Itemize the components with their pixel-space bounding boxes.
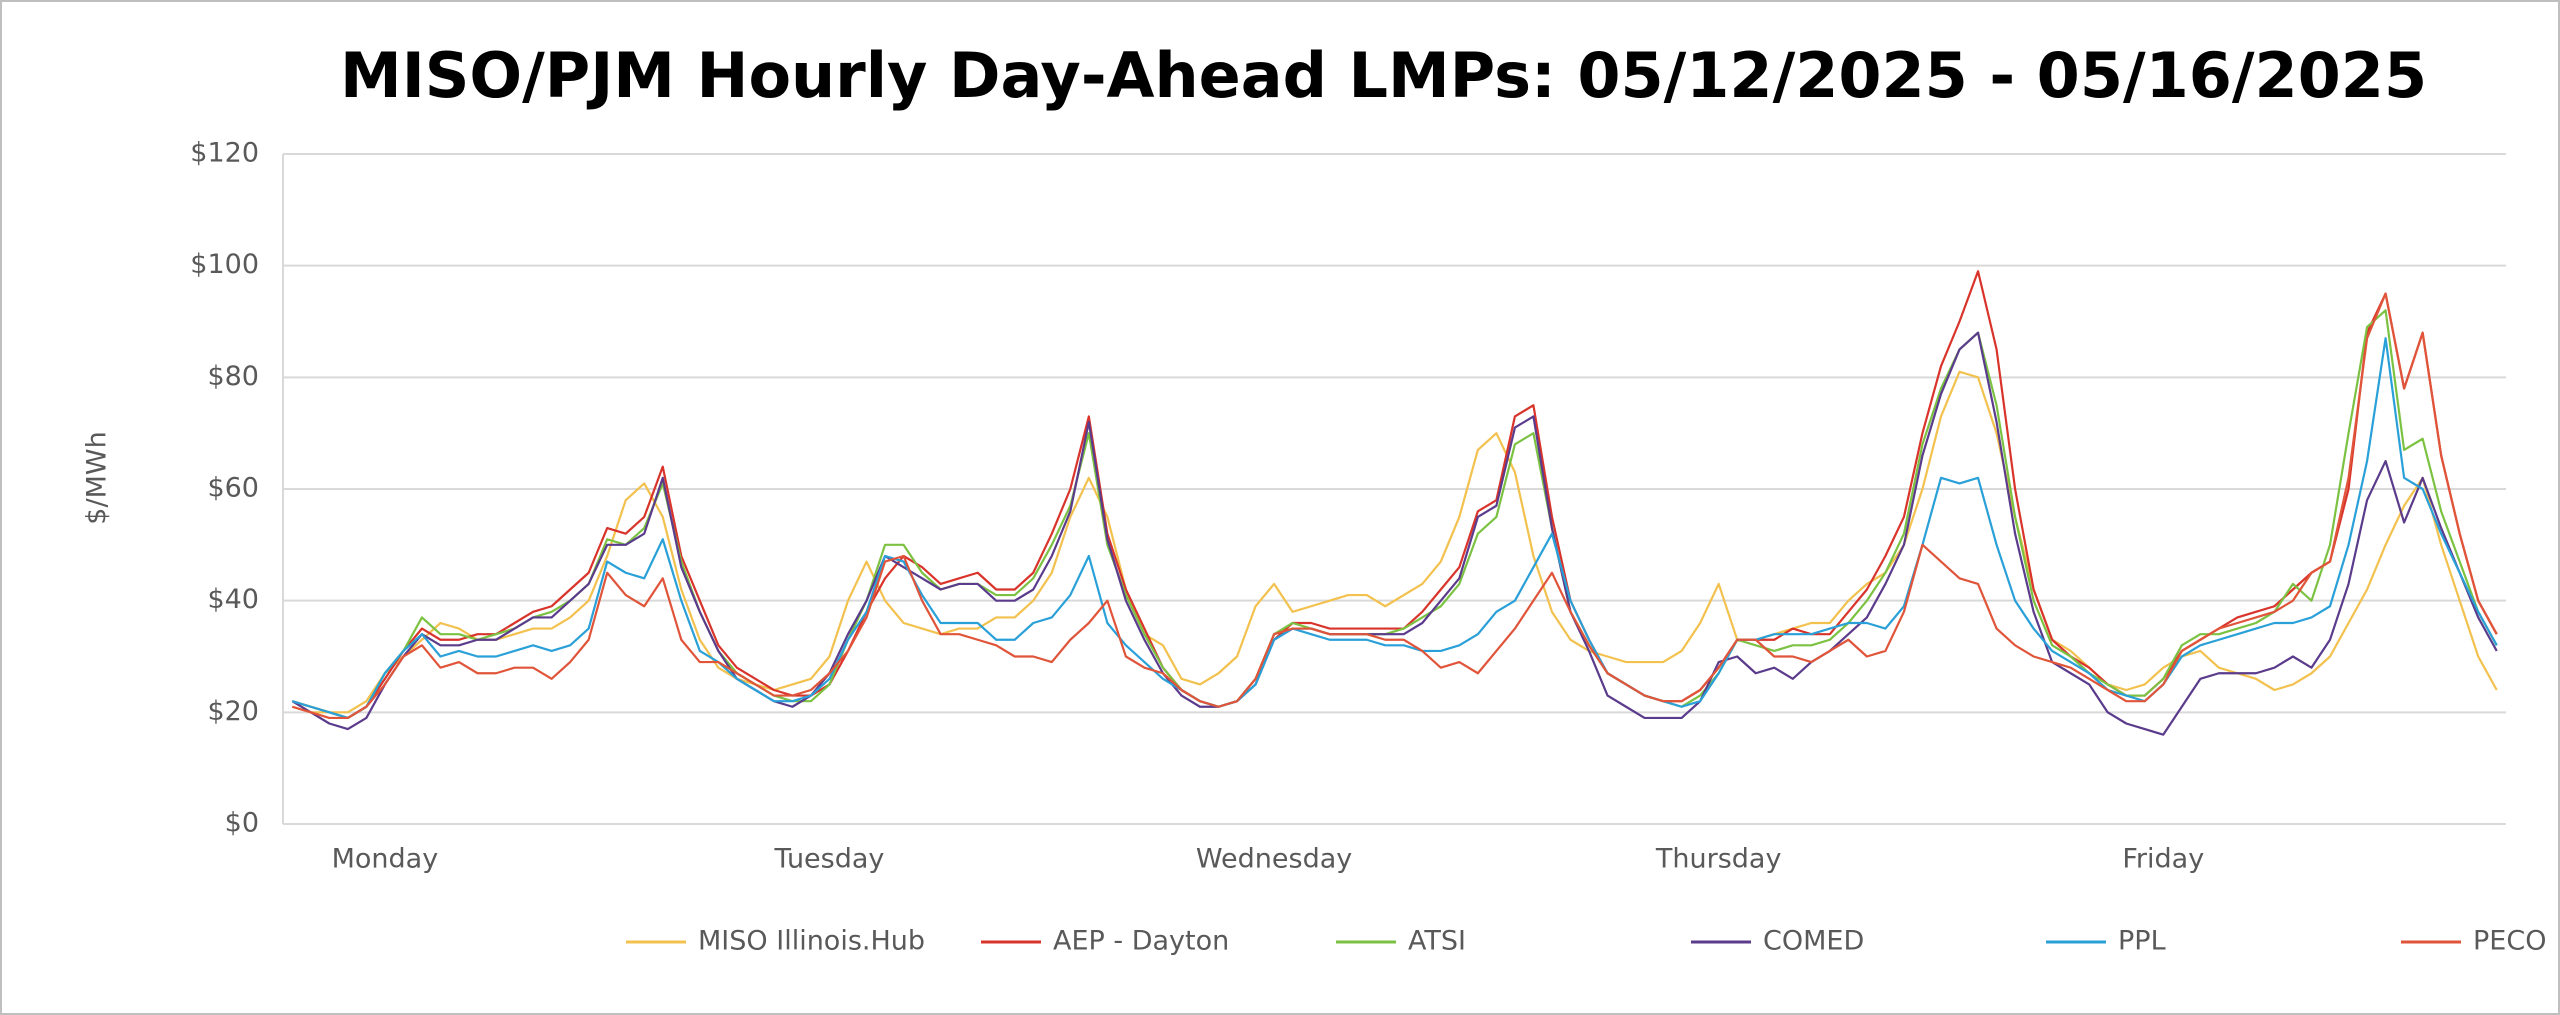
series-line — [291, 292, 2498, 720]
series-line — [291, 337, 2498, 720]
legend-label: ATSI — [1408, 926, 1466, 957]
y-tick-label: $80 — [207, 361, 259, 392]
series-line — [291, 370, 2498, 714]
legend-label: PECO — [2473, 926, 2546, 957]
legend-label: COMED — [1763, 926, 1864, 957]
y-tick-label: $120 — [190, 138, 259, 169]
y-tick-label: $20 — [207, 696, 259, 727]
legend-label: MISO Illinois.Hub — [698, 926, 925, 957]
x-tick-label: Thursday — [1655, 844, 1782, 875]
legend-label: PPL — [2118, 926, 2166, 957]
y-axis-label: $/MWh — [82, 431, 113, 524]
y-tick-label: $100 — [190, 249, 259, 280]
x-tick-label: Wednesday — [1196, 844, 1352, 875]
chart-title: MISO/PJM Hourly Day-Ahead LMPs: 05/12/20… — [340, 39, 2427, 112]
series-line — [291, 331, 2498, 736]
legend-label: AEP - Dayton — [1053, 926, 1229, 957]
x-tick-label: Friday — [2122, 844, 2204, 875]
y-tick-label: $40 — [207, 584, 259, 615]
y-tick-label: $0 — [225, 808, 259, 839]
x-tick-label: Tuesday — [774, 844, 885, 875]
x-tick-label: Monday — [332, 844, 439, 875]
y-tick-label: $60 — [207, 473, 259, 504]
